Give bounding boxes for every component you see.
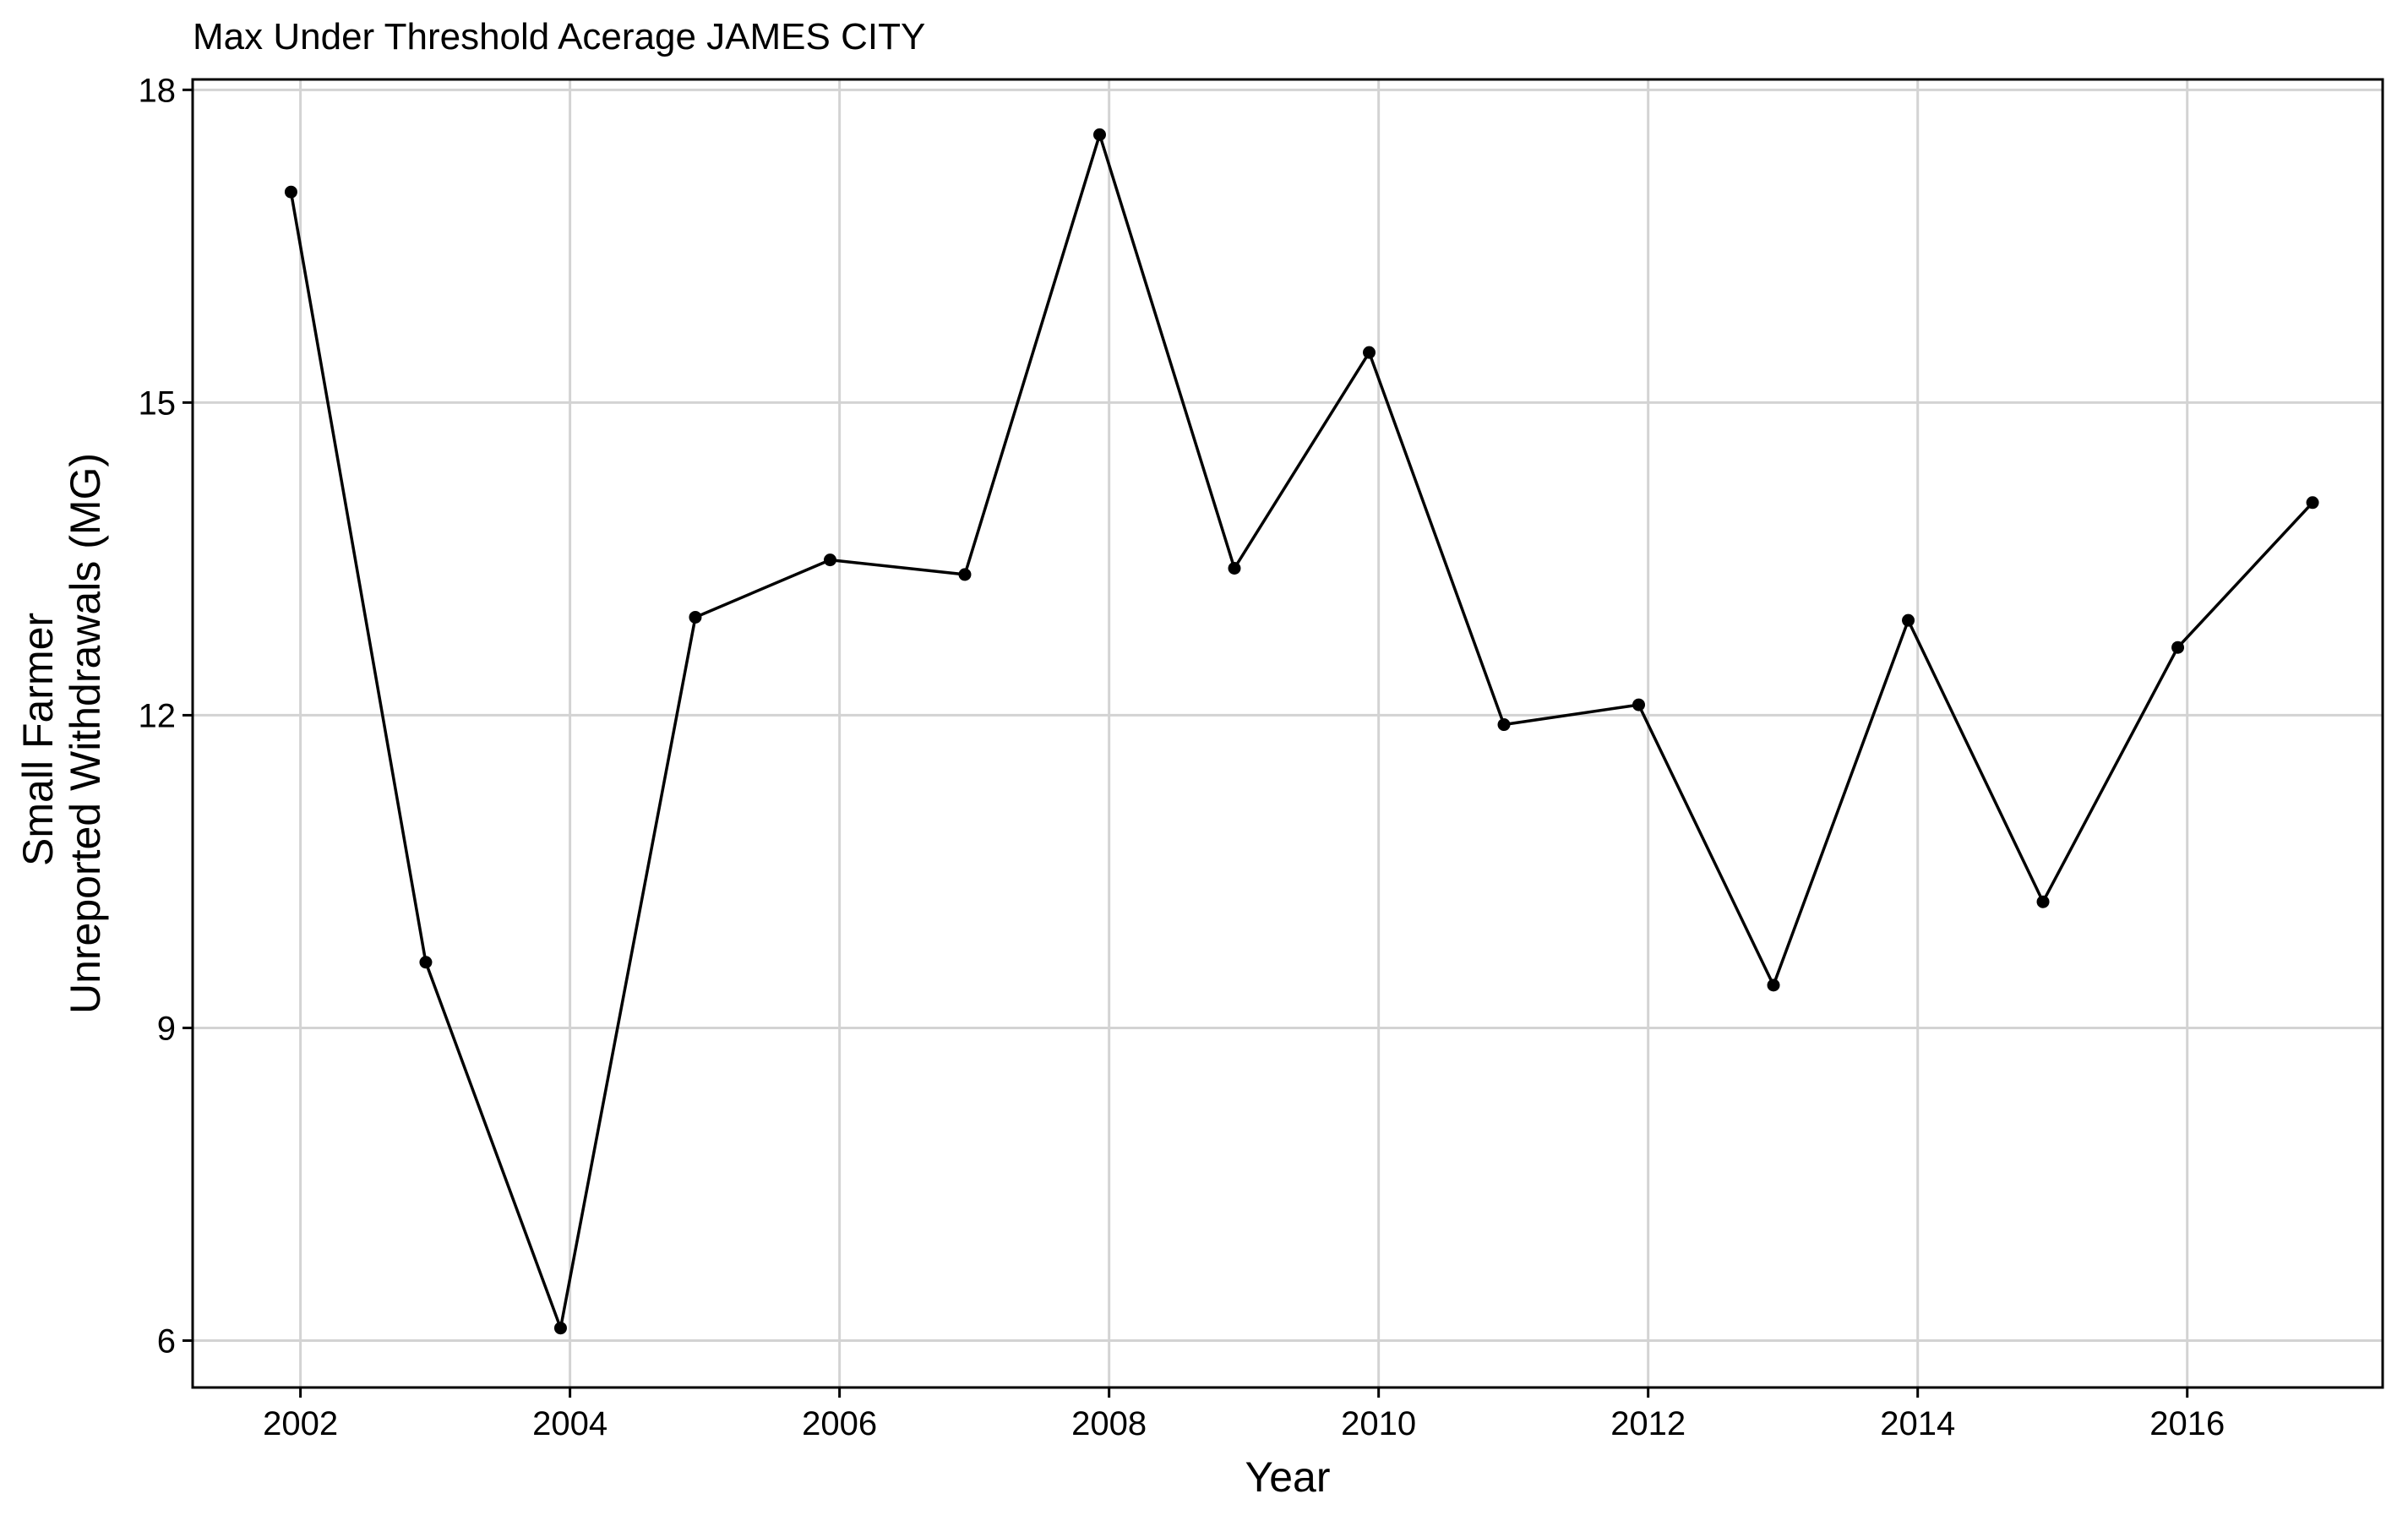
data-point (2171, 641, 2185, 654)
y-axis: 6 9 12 15 18 (139, 72, 193, 1360)
x-axis-title: Year (1245, 1453, 1330, 1501)
data-point (1363, 346, 1376, 359)
y-tick-label: 18 (139, 72, 177, 109)
y-tick-label: 15 (139, 384, 177, 422)
data-point (2036, 895, 2050, 908)
data-point (1228, 561, 1241, 575)
x-tick-label: 2002 (263, 1405, 338, 1442)
series (284, 128, 2319, 1335)
y-axis-title-line-1: Small Farmer (14, 613, 62, 866)
data-point (958, 568, 972, 581)
data-point (1497, 718, 1511, 732)
x-tick-label: 2012 (1610, 1405, 1686, 1442)
data-point (823, 553, 836, 567)
y-axis-title: Small Farmer Unreported Withdrawals (MG) (14, 453, 109, 1014)
data-point (284, 185, 297, 199)
x-axis: 2002 2004 2006 2008 2010 2012 2014 2016 (263, 1387, 2225, 1442)
x-tick-label: 2010 (1341, 1405, 1416, 1442)
data-point (1092, 128, 1106, 141)
chart-title: Max Under Threshold Acerage JAMES CITY (193, 16, 925, 57)
plot-panel (191, 78, 2384, 1389)
series-line (289, 133, 2314, 1330)
y-tick-label: 12 (139, 697, 177, 734)
data-point (419, 956, 433, 969)
y-tick-label: 9 (157, 1010, 176, 1047)
data-point (1902, 613, 1915, 627)
grid (193, 79, 2383, 1387)
data-point (2306, 496, 2319, 510)
x-tick-label: 2004 (532, 1405, 607, 1442)
data-point (1767, 979, 1780, 992)
data-point (553, 1322, 567, 1335)
y-axis-title-line-2: Unreported Withdrawals (MG) (62, 453, 109, 1014)
y-tick-label: 6 (157, 1322, 176, 1360)
x-tick-label: 2016 (2149, 1405, 2225, 1442)
data-point (689, 610, 702, 624)
data-point (1632, 698, 1646, 711)
x-tick-label: 2008 (1071, 1405, 1147, 1442)
x-tick-label: 2006 (802, 1405, 877, 1442)
x-tick-label: 2014 (1880, 1405, 1955, 1442)
